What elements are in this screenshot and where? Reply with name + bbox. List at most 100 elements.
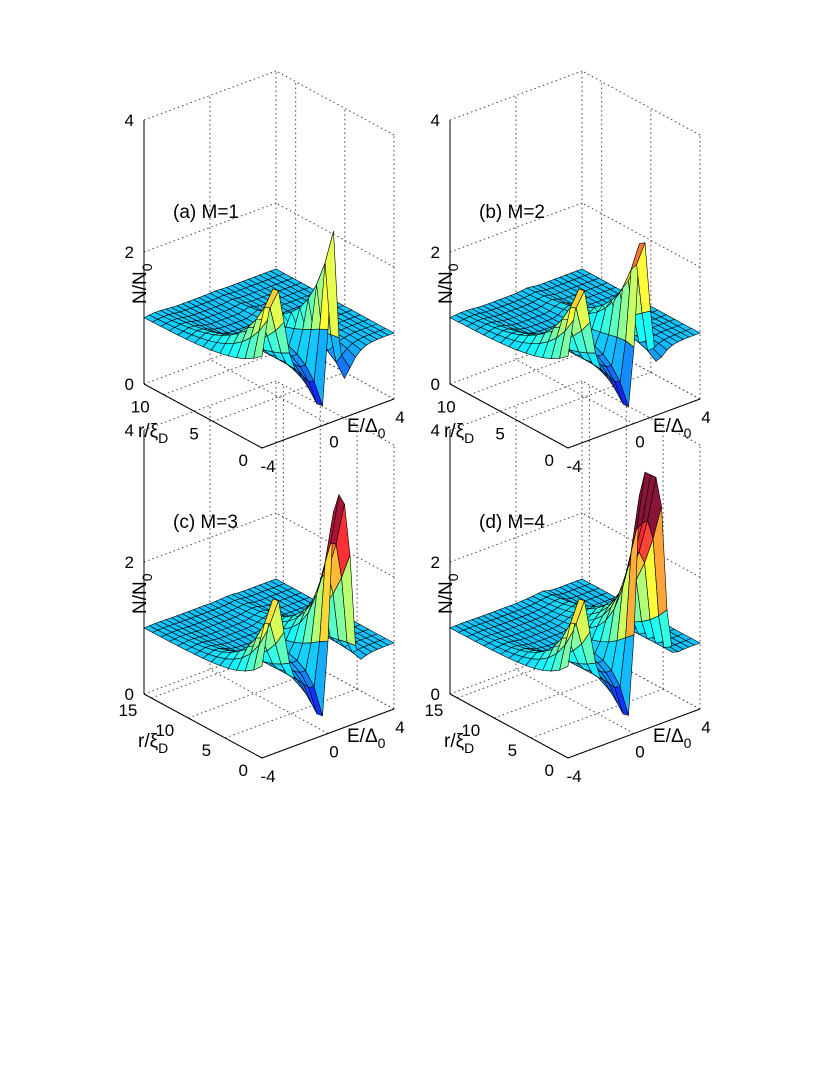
grid	[143, 380, 395, 759]
e-axis-label: E/Δ0	[347, 416, 386, 441]
surface-patch	[685, 638, 701, 646]
r-tick-label: 5	[202, 741, 211, 760]
z-axis-label: N/N0	[130, 263, 155, 304]
z-axis-label-sub: 0	[445, 573, 461, 581]
z-tick-label: 0	[125, 685, 134, 704]
e-tick-label: -4	[260, 457, 275, 476]
z-axis-label-main: N/N	[436, 271, 457, 304]
z-axis-label-main: N/N	[130, 581, 151, 614]
panel-title: (d) M=4	[479, 512, 545, 533]
z-tick-label: 4	[125, 111, 134, 130]
z-axis-label-sub: 0	[139, 573, 155, 581]
r-tick-label: 0	[239, 761, 248, 780]
z-tick-label: 0	[431, 375, 440, 394]
r-tick-label: 0	[545, 451, 554, 470]
r-axis-label: r/ξD	[138, 421, 168, 446]
e-tick-label: 0	[329, 743, 338, 762]
e-tick-label: 0	[329, 433, 338, 452]
r-axis-label-sub: D	[158, 740, 168, 756]
surface-patch	[379, 638, 395, 646]
axes	[449, 430, 701, 759]
r-tick-label: 0	[239, 451, 248, 470]
r-tick-label: 5	[495, 424, 504, 443]
e-tick-label: 4	[395, 718, 404, 737]
z-axis-label-main: N/N	[130, 271, 151, 304]
r-axis-label: r/ξD	[444, 731, 474, 756]
r-axis-label-main: r/ξ	[138, 731, 159, 752]
e-axis-label-sub: 0	[378, 735, 386, 751]
r-tick-label: 10	[437, 398, 456, 417]
r-tick-label: 10	[131, 398, 150, 417]
panel-title: (c) M=3	[173, 512, 238, 533]
z-axis-label-main: N/N	[436, 581, 457, 614]
z-axis-label: N/N0	[436, 573, 461, 614]
e-axis-label: E/Δ0	[653, 726, 692, 751]
z-axis-label-sub: 0	[139, 263, 155, 271]
r-axis-label-sub: D	[464, 740, 474, 756]
z-tick-label: 2	[125, 243, 134, 262]
z-tick-label: 2	[431, 243, 440, 262]
z-tick-label: 4	[431, 421, 440, 440]
r-axis-label-sub: D	[158, 430, 168, 446]
axes	[143, 120, 395, 449]
e-axis-label-main: E/Δ	[653, 726, 684, 747]
r-axis-label-main: r/ξ	[444, 421, 465, 442]
r-tick-label: 5	[189, 424, 198, 443]
grid	[143, 70, 395, 449]
e-tick-label: -4	[566, 457, 581, 476]
grid	[449, 70, 701, 449]
r-tick-label: 10	[461, 721, 480, 740]
e-tick-label: 0	[635, 433, 644, 452]
r-tick-label: 15	[118, 701, 137, 720]
surface	[449, 242, 701, 408]
r-axis-label-main: r/ξ	[444, 731, 465, 752]
panel-title: (b) M=2	[479, 202, 545, 223]
surface	[449, 471, 701, 716]
e-tick-label: 4	[701, 718, 710, 737]
z-axis-label-sub: 0	[445, 263, 461, 271]
z-axis-label: N/N0	[130, 573, 155, 614]
z-tick-label: 4	[125, 421, 134, 440]
r-axis-label: r/ξD	[444, 421, 474, 446]
e-tick-label: -4	[566, 767, 581, 786]
axes	[143, 430, 395, 759]
e-axis-label-main: E/Δ	[347, 726, 378, 747]
z-tick-label: 4	[431, 111, 440, 130]
surface	[143, 231, 395, 407]
surface-patch	[685, 328, 701, 336]
e-tick-label: -4	[260, 767, 275, 786]
r-tick-label: 5	[508, 741, 517, 760]
r-tick-label: 0	[545, 761, 554, 780]
z-axis-label: N/N0	[436, 263, 461, 304]
z-tick-label: 0	[125, 375, 134, 394]
z-tick-label: 2	[431, 553, 440, 572]
panel-title: (a) M=1	[173, 202, 239, 223]
axes	[449, 120, 701, 449]
surface-patch	[379, 328, 395, 336]
e-axis-label-sub: 0	[684, 425, 692, 441]
e-tick-label: 0	[635, 743, 644, 762]
e-axis-label-sub: 0	[378, 425, 386, 441]
r-axis-label-main: r/ξ	[138, 421, 159, 442]
e-axis-label: E/Δ0	[347, 726, 386, 751]
r-axis-label: r/ξD	[138, 731, 168, 756]
r-axis-label-sub: D	[464, 430, 474, 446]
e-tick-label: 4	[701, 408, 710, 427]
surface	[143, 493, 395, 717]
r-tick-label: 15	[424, 701, 443, 720]
z-tick-label: 0	[431, 685, 440, 704]
z-tick-label: 2	[125, 553, 134, 572]
e-axis-label: E/Δ0	[653, 416, 692, 441]
r-tick-label: 10	[155, 721, 174, 740]
e-tick-label: 4	[395, 408, 404, 427]
e-axis-label-sub: 0	[684, 735, 692, 751]
